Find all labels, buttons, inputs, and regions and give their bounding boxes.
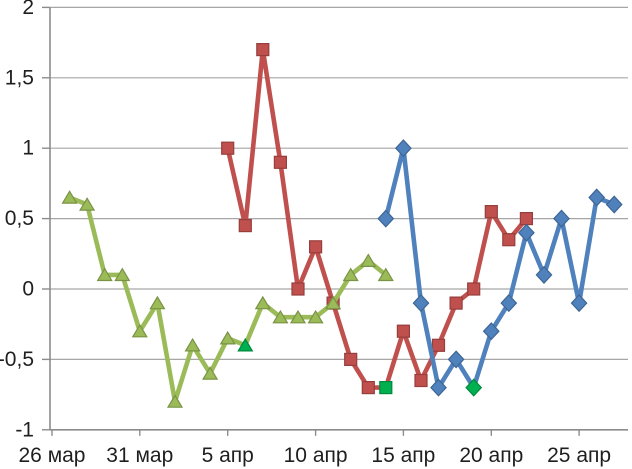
data-point-triangle (131, 323, 148, 338)
x-tick-label: 25 апр (547, 444, 611, 467)
data-point-square (256, 42, 270, 57)
data-point-square (221, 141, 235, 155)
data-point-triangle (61, 190, 78, 204)
data-point-diamond (482, 322, 500, 341)
series-green-triangles (61, 190, 394, 408)
y-tick-label: 1 (22, 137, 34, 160)
data-point-triangle (166, 394, 184, 408)
data-point-square (291, 282, 305, 296)
data-point-square (467, 282, 481, 296)
data-point-diamond (377, 209, 395, 228)
data-point-triangle (254, 295, 271, 310)
data-point-triangle (237, 337, 254, 352)
data-point-square (519, 212, 534, 226)
data-point-diamond (447, 350, 465, 369)
data-point-square (484, 205, 498, 219)
data-point-triangle (307, 309, 324, 324)
x-tick-label: 20 апр (459, 444, 523, 467)
data-point-square (344, 352, 358, 366)
data-point-diamond (517, 223, 535, 242)
data-point-triangle (272, 309, 289, 324)
data-point-triangle (79, 197, 96, 211)
series-line (225, 47, 529, 390)
data-point-triangle (149, 295, 166, 310)
y-tick-label: -0,5 (0, 348, 34, 371)
data-point-square (238, 219, 252, 233)
data-point-square (273, 155, 287, 169)
data-point-square (502, 233, 516, 247)
data-point-triangle (184, 337, 201, 352)
data-point-square (414, 373, 428, 388)
data-point-square (431, 338, 446, 352)
x-tick-label: 15 апр (371, 444, 435, 467)
data-point-triangle (114, 267, 131, 282)
data-point-diamond (605, 195, 623, 214)
series-red-squares (221, 42, 534, 395)
x-tick-label: 31 мар (106, 444, 173, 467)
data-point-triangle (325, 295, 342, 310)
data-point-triangle (377, 267, 394, 282)
x-axis-ticks: 26 мар 31 мар 5 апр 10 апр 15 апр 20 апр 25 ап… (19, 429, 611, 467)
y-axis-ticks: 2 1,5 1 0,5 0 -0,5 -1 (0, 0, 50, 441)
data-point-diamond (535, 265, 553, 284)
y-tick-label: 0 (22, 278, 34, 301)
data-point-triangle (219, 330, 236, 345)
data-point-diamond (588, 188, 606, 207)
data-point-triangle (96, 267, 113, 282)
data-point-triangle (289, 309, 307, 324)
data-point-diamond (553, 209, 570, 228)
x-tick-label: 5 апр (202, 444, 254, 467)
series-line (383, 145, 617, 390)
data-point-diamond (500, 294, 518, 313)
y-tick-label: 0,5 (5, 207, 34, 230)
data-point-diamond (412, 294, 430, 313)
data-point-square (309, 240, 323, 254)
data-point-triangle (202, 366, 219, 380)
data-point-diamond (430, 378, 447, 397)
data-point-square (361, 381, 375, 395)
data-point-diamond (570, 294, 588, 313)
data-point-diamond (465, 378, 483, 397)
x-tick-label: 10 апр (284, 444, 348, 467)
x-tick-label: 26 мар (19, 444, 86, 467)
y-tick-label: 2 (22, 0, 34, 19)
data-point-square (449, 296, 463, 310)
data-point-triangle (342, 267, 359, 282)
y-tick-label: -1 (15, 418, 34, 441)
data-point-square (396, 324, 410, 338)
data-point-square (379, 381, 393, 395)
data-point-diamond (394, 139, 412, 158)
data-point-triangle (360, 253, 377, 267)
series-blue-diamonds (377, 139, 623, 397)
y-tick-label: 1,5 (5, 66, 34, 89)
gridlines (50, 6, 628, 360)
